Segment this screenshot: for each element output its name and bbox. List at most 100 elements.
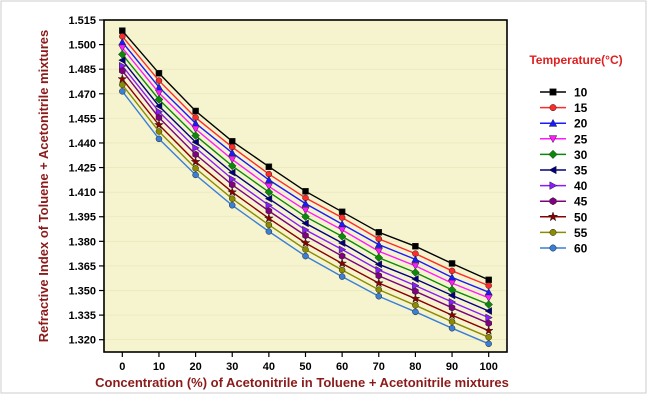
data-point xyxy=(192,165,199,172)
legend-marker xyxy=(549,104,557,112)
data-point xyxy=(119,27,126,34)
data-point xyxy=(302,252,309,260)
legend-item: 45 xyxy=(540,195,588,209)
x-tick-label: 30 xyxy=(226,361,238,373)
y-tick-label: 1.410 xyxy=(68,187,96,199)
y-tick-label: 1.485 xyxy=(68,64,96,76)
y-tick-label: 1.440 xyxy=(68,138,96,150)
data-point xyxy=(485,340,492,348)
y-tick-label: 1.380 xyxy=(68,236,96,248)
series-45 xyxy=(119,67,492,328)
data-point xyxy=(337,232,347,241)
x-tick-label: 80 xyxy=(409,361,421,373)
data-point xyxy=(228,156,237,164)
data-point xyxy=(228,148,237,157)
legend-label: 40 xyxy=(574,179,588,193)
legend-item: 30 xyxy=(540,148,588,162)
data-point xyxy=(301,206,310,215)
data-point xyxy=(411,262,420,271)
data-point xyxy=(412,243,419,250)
data-point xyxy=(228,195,236,202)
data-point xyxy=(119,81,126,89)
data-point xyxy=(155,135,163,143)
data-point xyxy=(448,297,457,307)
data-point xyxy=(447,279,457,288)
data-point xyxy=(153,119,164,130)
data-point xyxy=(155,107,164,116)
data-point xyxy=(485,282,492,289)
data-point xyxy=(337,258,348,268)
data-point xyxy=(302,246,309,253)
data-point xyxy=(192,171,199,179)
legend-marker xyxy=(549,88,557,96)
data-point xyxy=(374,253,384,262)
data-point xyxy=(264,194,273,203)
legend-label: 25 xyxy=(574,132,588,146)
legend-title: Temperature(°C) xyxy=(529,53,622,67)
y-tick-label: 1.335 xyxy=(68,310,96,322)
data-point xyxy=(263,213,274,223)
legend-marker xyxy=(548,149,558,159)
legend-label: 35 xyxy=(574,164,588,178)
data-point xyxy=(338,214,346,221)
data-point xyxy=(483,325,494,335)
series-20 xyxy=(118,37,493,296)
legend-label: 55 xyxy=(574,226,588,240)
series-60 xyxy=(119,88,492,348)
legend-marker xyxy=(548,118,558,127)
x-axis-label: Concentration (%) of Acetonitrile in Tol… xyxy=(95,375,509,390)
data-point xyxy=(485,276,492,284)
legend-marker xyxy=(549,181,558,190)
data-point xyxy=(301,219,309,228)
legend-label: 50 xyxy=(574,210,588,224)
legend-item: 60 xyxy=(540,242,588,256)
legend-item: 20 xyxy=(540,117,588,131)
data-point xyxy=(338,273,346,280)
data-point xyxy=(411,255,420,263)
data-point xyxy=(411,268,420,277)
data-point xyxy=(412,302,419,309)
plot-background xyxy=(104,20,507,352)
legend-label: 30 xyxy=(574,148,588,162)
data-point xyxy=(228,202,236,209)
data-point xyxy=(412,281,420,290)
x-tick-label: 20 xyxy=(189,361,201,373)
y-tick-label: 1.455 xyxy=(68,113,96,125)
series-55 xyxy=(119,81,492,341)
series-50 xyxy=(117,73,494,335)
data-point xyxy=(338,226,347,235)
data-point xyxy=(374,260,383,269)
data-point xyxy=(448,318,456,325)
data-point xyxy=(448,267,456,275)
data-point xyxy=(302,188,309,195)
data-point xyxy=(300,237,311,248)
legend-item: 40 xyxy=(540,179,588,193)
data-point xyxy=(155,77,163,84)
data-point xyxy=(411,274,419,284)
data-point xyxy=(448,260,456,267)
series-35 xyxy=(118,56,492,316)
data-point xyxy=(265,228,273,235)
series-15 xyxy=(119,33,492,289)
y-tick-label: 1.470 xyxy=(68,89,96,101)
data-point xyxy=(447,309,458,320)
data-point xyxy=(375,286,383,293)
legend-marker xyxy=(548,135,558,144)
data-point xyxy=(265,163,273,170)
x-tick-label: 90 xyxy=(446,361,458,373)
data-point xyxy=(154,89,164,98)
series-40 xyxy=(119,61,493,322)
data-point xyxy=(302,225,310,234)
data-point xyxy=(338,245,347,254)
data-point xyxy=(119,67,126,75)
data-point xyxy=(190,156,201,167)
data-point xyxy=(375,293,383,300)
data-point xyxy=(265,221,273,229)
data-point xyxy=(338,208,346,216)
series-30 xyxy=(118,50,493,309)
data-point xyxy=(373,277,384,288)
legend-label: 45 xyxy=(574,195,588,209)
y-tick-label: 1.500 xyxy=(68,40,96,52)
x-tick-label: 60 xyxy=(336,361,348,373)
